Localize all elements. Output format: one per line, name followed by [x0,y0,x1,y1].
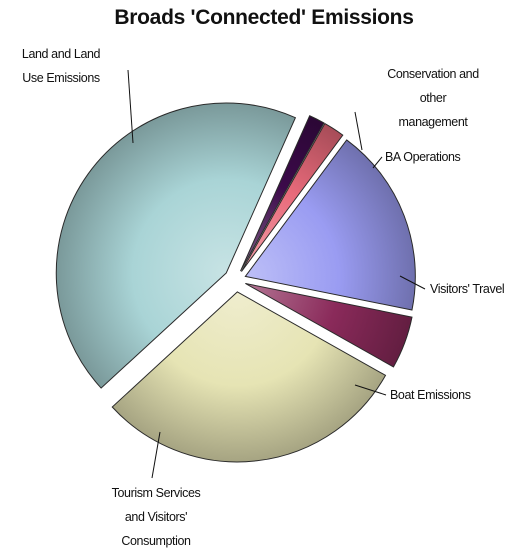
leader-line-3 [399,275,426,290]
pie-slice-4 [245,282,413,368]
pie-slice-5 [111,291,387,463]
pie-slice-1 [240,115,325,272]
pie-slice-3 [244,139,416,311]
leader-line-6 [127,69,134,144]
slice-label-2: BA Operations [385,150,461,164]
leader-line-2 [372,156,383,169]
slice-label-3: Visitors' Travel [430,282,504,296]
slice-label-1: Conservation and other management [387,67,479,129]
leader-line-4 [354,384,387,396]
slice-label-5: Tourism Services and Visitors' Consumption [112,486,201,548]
slice-label-4: Boat Emissions [390,388,471,402]
chart-title: Broads 'Connected' Emissions [114,6,414,29]
pie-slice-2 [241,122,344,272]
pie-slice-6 [55,102,297,389]
leader-line-1 [354,111,363,151]
leader-line-5 [151,431,161,479]
slice-label-6: Land and Land Use Emissions [22,47,101,85]
